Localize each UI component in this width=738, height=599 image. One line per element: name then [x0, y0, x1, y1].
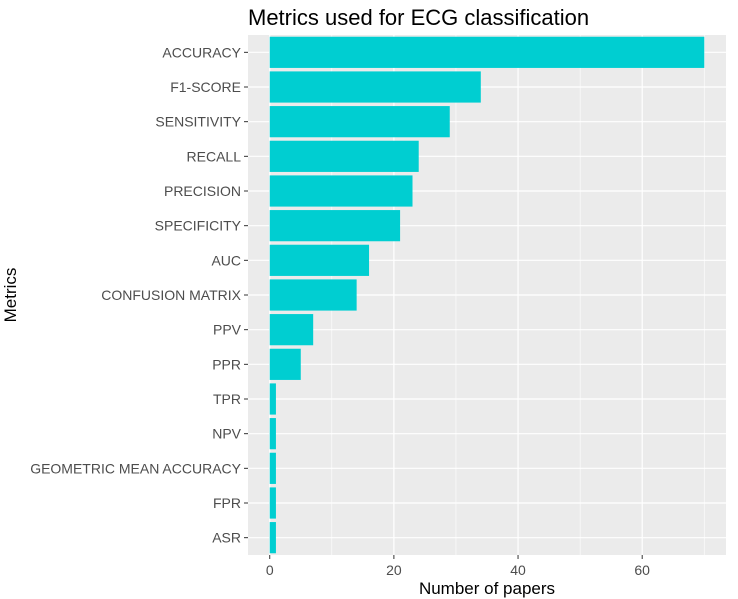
- bar-auc: [269, 244, 370, 276]
- bars: [269, 36, 705, 554]
- y-tick-label: SENSITIVITY: [155, 114, 241, 130]
- y-tick-label: GEOMETRIC MEAN ACCURACY: [30, 460, 241, 476]
- bar-specificity: [269, 210, 401, 242]
- x-axis-ticks: 0 20 40 60: [266, 555, 650, 578]
- x-axis-title: Number of papers: [419, 579, 555, 598]
- bar-f1-score: [269, 71, 481, 103]
- bar-accuracy: [269, 36, 705, 68]
- bar-tpr: [269, 383, 276, 415]
- bar-npv: [269, 418, 276, 450]
- y-tick-label: PRECISION: [164, 183, 241, 199]
- y-tick-label: RECALL: [187, 148, 242, 164]
- x-tick-label: 60: [634, 562, 650, 578]
- y-tick-label: PPR: [212, 356, 241, 372]
- chart-title: Metrics used for ECG classification: [248, 5, 589, 30]
- bar-geometric-mean-accuracy: [269, 452, 276, 484]
- y-tick-label: CONFUSION MATRIX: [101, 287, 241, 303]
- bar-fpr: [269, 487, 276, 519]
- bar-confusion-matrix: [269, 279, 357, 311]
- bar-asr: [269, 522, 276, 554]
- bar-sensitivity: [269, 106, 450, 138]
- bar-precision: [269, 175, 413, 207]
- y-axis-categories: ACCURACY F1-SCORE SENSITIVITY RECALL PRECISI…: [30, 44, 248, 546]
- y-tick-label: NPV: [212, 426, 241, 442]
- y-tick-label: ACCURACY: [162, 44, 241, 60]
- y-axis-title: Metrics: [1, 268, 20, 323]
- bar-recall: [269, 140, 419, 172]
- x-tick-label: 0: [266, 562, 274, 578]
- y-tick-label: TPR: [213, 391, 241, 407]
- y-tick-label: SPECIFICITY: [155, 218, 242, 234]
- bar-ppv: [269, 314, 314, 346]
- y-tick-label: ASR: [212, 530, 241, 546]
- y-tick-label: FPR: [213, 495, 241, 511]
- y-tick-label: F1-SCORE: [170, 79, 241, 95]
- x-tick-label: 40: [510, 562, 526, 578]
- bar-ppr: [269, 348, 301, 380]
- y-tick-label: PPV: [213, 322, 242, 338]
- x-tick-label: 20: [386, 562, 402, 578]
- y-tick-label: AUC: [211, 252, 241, 268]
